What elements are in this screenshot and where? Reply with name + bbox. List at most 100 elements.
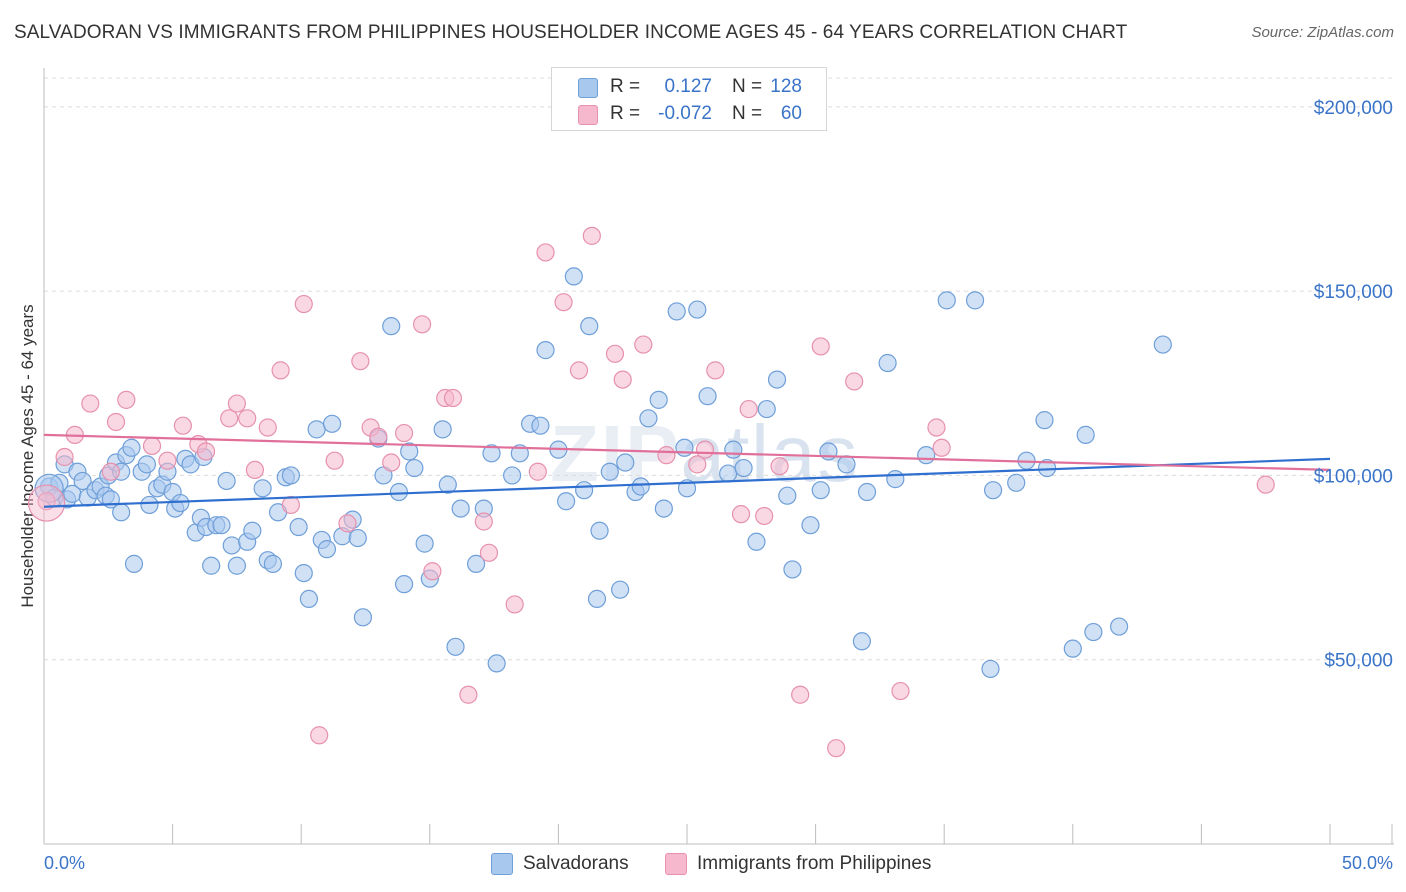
point-salvadorans: [400, 442, 419, 461]
point-salvadorans: [73, 471, 92, 491]
legend-swatch-blue: [491, 853, 513, 875]
point-philippines: [932, 438, 951, 457]
tick-labels: $50,000 $100,000 $150,000 $200,000 0.0% 50.0%: [44, 98, 1393, 873]
point-salvadorans: [616, 453, 635, 472]
legend-n-label: N =: [732, 103, 763, 124]
point-philippines: [634, 335, 653, 354]
legend-swatch-pink: [578, 105, 598, 125]
trend-lines: [43, 433, 1331, 508]
legend-n-value: 128: [770, 76, 802, 97]
point-salvadorans: [981, 659, 1000, 679]
point-philippines: [811, 337, 830, 356]
point-salvadorans: [631, 477, 650, 496]
point-philippines: [101, 462, 120, 481]
point-salvadorans: [675, 438, 694, 457]
point-salvadorans: [667, 302, 686, 321]
point-philippines: [554, 293, 573, 312]
point-salvadorans: [307, 420, 326, 439]
point-salvadorans: [253, 479, 272, 498]
point-salvadorans: [112, 503, 131, 522]
point-philippines: [528, 462, 547, 481]
point-philippines: [325, 451, 344, 470]
point-salvadorans: [698, 387, 717, 406]
point-salvadorans: [263, 554, 283, 573]
x-tick-label: 50.0%: [1342, 853, 1393, 873]
point-salvadorans: [688, 300, 707, 319]
y-tick-label: $50,000: [1324, 651, 1393, 672]
point-salvadorans: [382, 317, 401, 336]
y-tick-label: $100,000: [1314, 466, 1393, 487]
point-philippines: [238, 409, 257, 428]
point-philippines: [569, 361, 589, 380]
series-legend: Salvadorans Immigrants from Philippines: [0, 852, 1406, 878]
point-philippines: [294, 294, 313, 314]
point-salvadorans: [1153, 335, 1172, 354]
point-salvadorans: [983, 481, 1003, 500]
point-philippines: [459, 685, 478, 704]
point-salvadorans: [281, 466, 301, 485]
point-salvadorans: [446, 637, 465, 656]
point-salvadorans: [557, 492, 576, 511]
point-philippines: [338, 514, 357, 533]
series-salvadorans: [34, 267, 1172, 679]
legend-row-philippines: R = -0.072 N = 60: [552, 101, 826, 127]
point-philippines: [117, 390, 136, 409]
point-salvadorans: [590, 521, 609, 540]
y-tick-label: $150,000: [1314, 282, 1393, 303]
point-salvadorans: [353, 608, 373, 627]
legend-r-value: 0.127: [664, 76, 712, 97]
y-tick-label: $200,000: [1314, 98, 1393, 119]
point-salvadorans: [124, 554, 144, 573]
point-salvadorans: [317, 540, 337, 559]
point-salvadorans: [322, 414, 342, 433]
point-philippines: [281, 495, 301, 515]
chart-title: SALVADORAN VS IMMIGRANTS FROM PHILIPPINE…: [14, 22, 1128, 43]
point-philippines-cluster: [27, 484, 66, 522]
point-philippines: [271, 361, 290, 380]
point-salvadorans: [482, 444, 501, 463]
point-salvadorans: [202, 556, 221, 575]
point-philippines: [827, 739, 846, 758]
point-salvadorans: [536, 341, 555, 360]
point-salvadorans: [837, 455, 856, 474]
source-credit: Source: ZipAtlas.com: [1251, 24, 1394, 41]
point-philippines: [706, 361, 725, 380]
legend-label-philippines: Immigrants from Philippines: [697, 853, 932, 874]
point-salvadorans: [227, 556, 246, 575]
point-philippines: [770, 457, 789, 476]
point-salvadorans: [852, 632, 871, 651]
point-salvadorans: [438, 475, 457, 494]
point-salvadorans: [600, 462, 619, 481]
point-philippines: [688, 455, 707, 474]
point-salvadorans: [243, 521, 262, 540]
point-salvadorans: [212, 516, 231, 535]
point-philippines: [695, 440, 715, 459]
point-philippines: [220, 409, 239, 428]
point-salvadorans: [734, 458, 753, 478]
point-salvadorans: [719, 464, 738, 483]
point-philippines: [227, 394, 246, 413]
point-salvadorans: [217, 471, 236, 491]
legend-label-salvadorans: Salvadorans: [523, 853, 629, 874]
point-salvadorans: [405, 458, 424, 478]
point-salvadorans: [965, 291, 985, 310]
point-salvadorans: [878, 353, 897, 373]
axes: [43, 68, 1394, 845]
point-salvadorans: [1109, 617, 1129, 636]
point-philippines: [310, 726, 329, 745]
legend-r-label: R =: [610, 103, 641, 124]
point-philippines: [927, 418, 946, 437]
point-philippines: [505, 595, 524, 614]
point-philippines: [657, 446, 676, 465]
point-philippines: [536, 243, 555, 262]
point-philippines: [369, 427, 388, 446]
point-philippines: [731, 505, 751, 524]
point-philippines: [443, 388, 463, 408]
point-philippines: [891, 681, 910, 701]
trend-line-salvadorans: [43, 457, 1331, 508]
legend-n-label: N =: [732, 76, 763, 97]
point-philippines: [158, 451, 177, 470]
point-salvadorans: [757, 399, 776, 419]
legend-n-value: 60: [780, 103, 802, 124]
